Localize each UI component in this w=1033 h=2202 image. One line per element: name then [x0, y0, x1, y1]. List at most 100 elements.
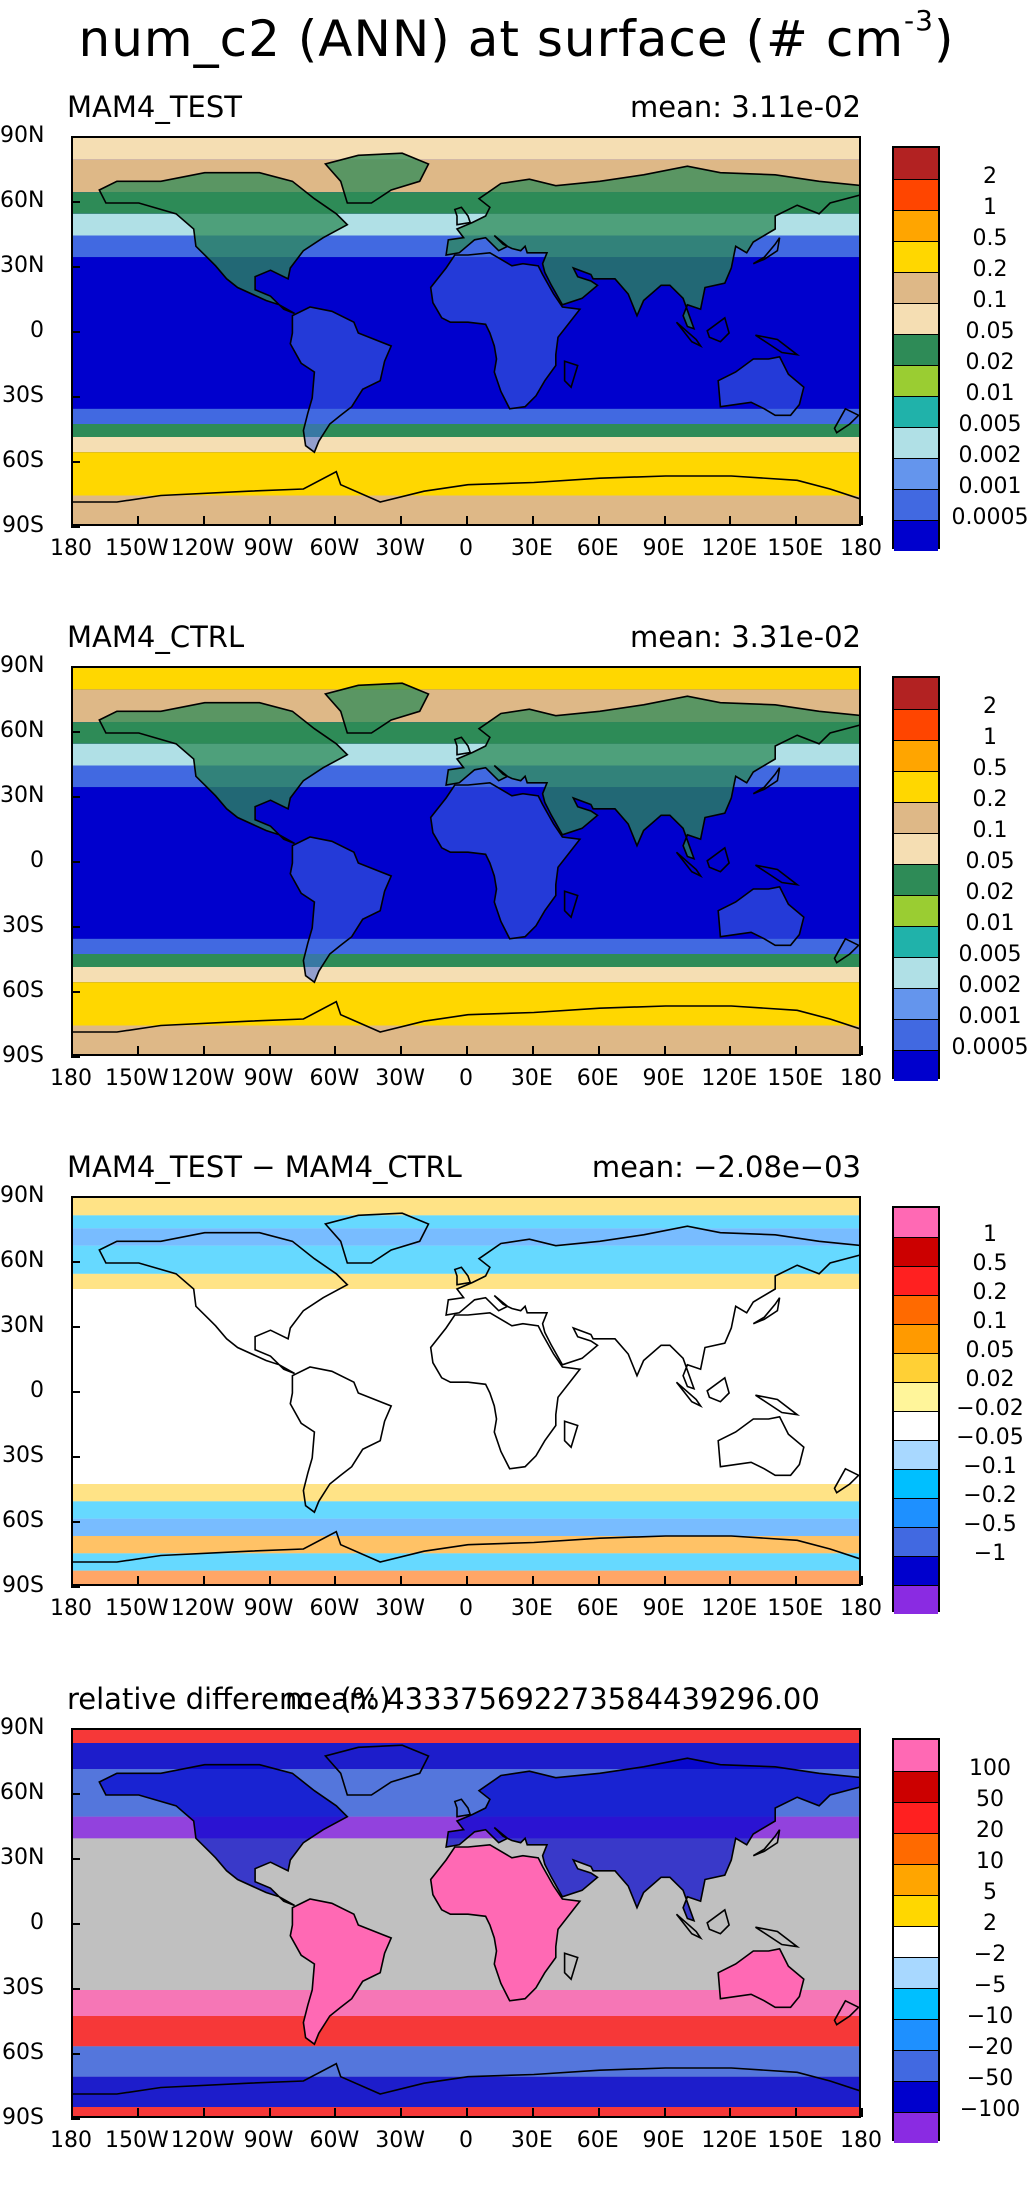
colorbar-swatch — [894, 427, 938, 458]
lat-tick-label: 0 — [30, 318, 44, 343]
colorbar-swatch — [894, 1295, 938, 1324]
coastline-newZealand — [833, 1999, 859, 2026]
land-field — [99, 172, 348, 314]
coastline-madagascar — [563, 360, 579, 389]
lat-tick — [71, 1326, 80, 1328]
colorbar-swatch — [894, 1353, 938, 1382]
colorbar-label: −100 — [959, 2097, 1021, 2122]
lon-tick — [597, 2108, 600, 2117]
colorbar-swatch — [894, 2050, 938, 2081]
colorbar-label: 0.5 — [972, 1251, 1008, 1276]
lon-tick-label: 180 — [840, 536, 882, 561]
colorbar-swatch — [894, 334, 938, 365]
lon-tick — [334, 1046, 337, 1055]
colorbar-swatch — [894, 1019, 938, 1050]
lon-tick — [268, 1576, 271, 1585]
colorbar-label: 2 — [983, 1911, 997, 1936]
lat-tick-label: 60S — [2, 1508, 44, 1533]
colorbar — [892, 676, 940, 1081]
lon-tick-label: 60W — [309, 536, 360, 561]
latitude-band — [73, 982, 859, 1026]
lat-tick — [71, 861, 80, 863]
colorbar-label: 0.02 — [965, 880, 1015, 905]
colorbar-swatch — [894, 1895, 938, 1926]
coastline-australia — [717, 885, 805, 947]
lat-tick-label: 60N — [0, 1780, 45, 1805]
lon-tick — [400, 2108, 403, 2117]
colorbar-label: −1 — [973, 1541, 1007, 1566]
lon-tick-label: 60W — [309, 2128, 360, 2153]
colorbar-label: 0.1 — [972, 1309, 1008, 1334]
lon-tick — [202, 1046, 205, 1055]
lon-tick-label: 0 — [459, 1596, 473, 1621]
colorbar-label: 0.2 — [972, 1280, 1008, 1305]
lon-tick-label: 90W — [243, 1066, 294, 1091]
lon-tick-label: 90W — [243, 2128, 294, 2153]
lon-tick — [861, 516, 863, 525]
lon-tick-label: 150E — [767, 1066, 824, 1091]
coastline-britain — [453, 736, 472, 756]
lon-tick — [795, 516, 798, 525]
lon-tick-label: 120E — [701, 1066, 758, 1091]
difference-band — [73, 1215, 859, 1229]
coastline-newGuinea — [755, 864, 801, 886]
lon-tick — [71, 516, 73, 525]
lat-tick — [71, 1858, 80, 1860]
colorbar-swatch — [894, 179, 938, 210]
lon-tick-label: 0 — [459, 536, 473, 561]
colorbar — [892, 146, 940, 551]
coastline-indonesia2 — [706, 1376, 730, 1403]
lon-tick — [334, 516, 337, 525]
lon-tick-label: 60E — [576, 2128, 619, 2153]
lat-tick-label: 30S — [2, 913, 44, 938]
lon-tick-label: 90W — [243, 1596, 294, 1621]
coastline-greenland — [323, 152, 430, 204]
lat-tick — [71, 2118, 80, 2120]
colorbar-swatch — [894, 1498, 938, 1527]
lat-tick-label: 90N — [0, 123, 45, 148]
colorbar-label: 0.1 — [972, 818, 1008, 843]
lon-tick — [861, 1576, 863, 1585]
lon-tick — [597, 516, 600, 525]
lon-tick — [268, 1046, 271, 1055]
lon-tick — [795, 1576, 798, 1585]
map-panel: MAM4_CTRL mean: 3.31e-02 90N 60N 30N 0 30S 60S 9… — [0, 620, 1033, 1140]
difference-band — [73, 1228, 859, 1246]
map-area — [71, 1728, 861, 2118]
lon-tick — [531, 1046, 534, 1055]
colorbar-label: 0.0005 — [951, 505, 1029, 530]
colorbar-label: 0.02 — [965, 1367, 1015, 1392]
lon-tick-label: 0 — [459, 2128, 473, 2153]
lon-tick — [136, 1576, 139, 1585]
coastline-indonesia2 — [706, 1908, 730, 1935]
colorbar-label: 0.001 — [958, 474, 1022, 499]
lat-tick — [71, 666, 80, 668]
colorbar-swatch — [894, 489, 938, 520]
coastline-eurasia — [445, 695, 859, 860]
lat-tick-label: 0 — [30, 1910, 44, 1935]
lon-tick — [861, 2108, 863, 2117]
coastline-africa — [429, 251, 582, 410]
colorbar-swatch — [894, 988, 938, 1019]
colorbar-swatch — [894, 210, 938, 241]
coastline-southAmerica — [289, 306, 393, 454]
colorbar-label: −0.02 — [956, 1396, 1024, 1421]
lon-tick-label: 90E — [642, 536, 685, 561]
colorbar-label: 0.1 — [972, 288, 1008, 313]
lon-tick — [400, 516, 403, 525]
colorbar-swatch — [894, 458, 938, 489]
lat-tick-label: 30S — [2, 383, 44, 408]
colorbar-label: −0.2 — [963, 1483, 1017, 1508]
lon-tick-label: 150W — [104, 2128, 169, 2153]
lat-tick — [71, 1056, 80, 1058]
colorbar-swatch — [894, 833, 938, 864]
lat-tick-label: 30N — [0, 783, 45, 808]
colorbar-label: 2 — [983, 694, 997, 719]
colorbar-label: 0.005 — [958, 412, 1022, 437]
coastline-greenland — [323, 1744, 430, 1796]
world-map — [73, 138, 859, 524]
land-field — [446, 696, 859, 859]
colorbar-label: −0.05 — [956, 1425, 1024, 1450]
colorbar-label: 0.002 — [958, 973, 1022, 998]
lat-tick-label: 60S — [2, 978, 44, 1003]
